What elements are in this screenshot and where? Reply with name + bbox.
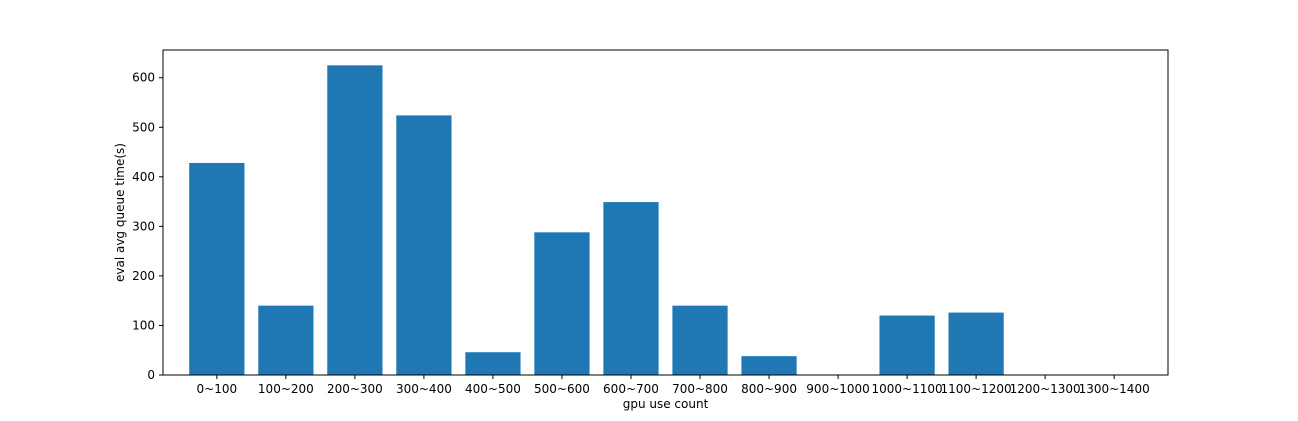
bar-0~100 — [189, 162, 245, 375]
plot-frame — [162, 49, 1169, 376]
x-tick-label: 1300~1400 — [1079, 382, 1150, 396]
x-tick-label: 400~500 — [465, 382, 521, 396]
x-tick-label: 200~300 — [327, 382, 383, 396]
x-tick-label: 600~700 — [603, 382, 659, 396]
x-tick-label: 700~800 — [672, 382, 728, 396]
y-tick-label: 600 — [132, 71, 155, 85]
y-axis-label: eval avg queue time(s) — [113, 143, 127, 282]
bar-800~900 — [741, 356, 797, 375]
x-tick-label: 0~100 — [197, 382, 238, 396]
bar-400~500 — [465, 352, 521, 375]
x-tick-label: 300~400 — [396, 382, 452, 396]
x-tick-label: 1100~1200 — [941, 382, 1012, 396]
y-tick-label: 200 — [132, 269, 155, 283]
bar-100~200 — [258, 305, 314, 375]
x-tick-label: 1200~1300 — [1010, 382, 1081, 396]
x-tick-label: 100~200 — [258, 382, 314, 396]
bar-1100~1200 — [948, 312, 1004, 375]
x-tick-label: 500~600 — [534, 382, 590, 396]
y-axis-ticks: 0 100 200 300 400 500 600 — [132, 71, 163, 382]
x-tick-label: 900~1000 — [806, 382, 870, 396]
y-tick-label: 100 — [132, 318, 155, 332]
bar-500~600 — [534, 232, 590, 375]
y-tick-label: 500 — [132, 120, 155, 134]
y-tick-label: 300 — [132, 219, 155, 233]
x-tick-label: 1000~1100 — [872, 382, 943, 396]
x-tick-label: 800~900 — [741, 382, 797, 396]
y-tick-label: 0 — [147, 368, 155, 382]
bars — [189, 65, 1004, 376]
x-axis-ticks: 0~100 100~200 200~300 300~400 400~500 500~600… — [197, 375, 1150, 396]
bar-700~800 — [672, 305, 728, 375]
bar-600~700 — [603, 202, 659, 375]
bar-300~400 — [396, 115, 452, 376]
y-tick-label: 400 — [132, 170, 155, 184]
x-axis-label: gpu use count — [623, 397, 709, 411]
bar-1000~1100 — [879, 315, 935, 375]
bar-200~300 — [327, 65, 383, 376]
